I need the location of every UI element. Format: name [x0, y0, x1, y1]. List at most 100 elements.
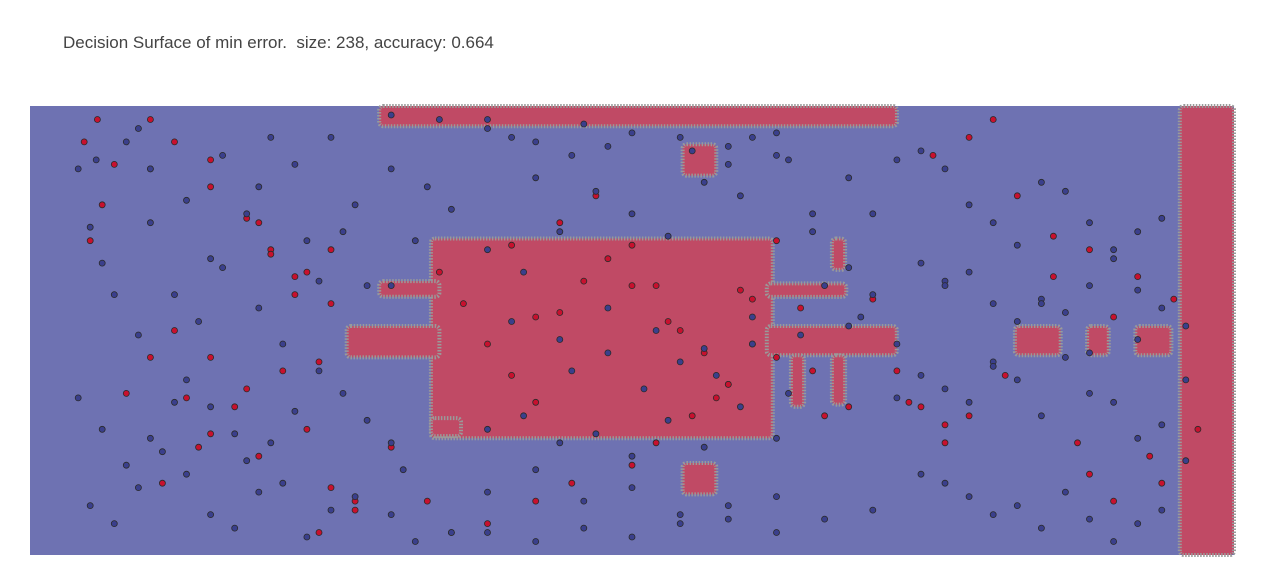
- point-blue: [580, 497, 588, 505]
- point-red: [773, 353, 780, 361]
- point-red: [712, 394, 720, 402]
- point-blue: [568, 367, 576, 375]
- point-blue: [1038, 524, 1045, 532]
- point-blue: [1182, 457, 1190, 465]
- point-red: [171, 138, 178, 146]
- point-blue: [207, 255, 215, 263]
- region-right-strip: [1177, 104, 1237, 557]
- point-blue: [857, 313, 865, 321]
- point-blue: [171, 398, 178, 406]
- point-blue: [1182, 376, 1190, 384]
- point-blue: [387, 165, 395, 173]
- point-red: [231, 403, 239, 411]
- point-blue: [387, 511, 395, 518]
- region-far-right-box-2: [1085, 324, 1111, 358]
- point-red: [1050, 232, 1057, 240]
- point-blue: [592, 430, 600, 438]
- region-right-vertical-1: [788, 353, 807, 409]
- point-blue: [484, 125, 491, 132]
- point-blue: [809, 228, 816, 236]
- point-blue: [965, 201, 973, 209]
- point-red: [195, 443, 203, 451]
- point-blue: [1134, 336, 1142, 343]
- point-blue: [580, 120, 588, 128]
- point-red: [941, 439, 949, 447]
- point-blue: [712, 371, 720, 379]
- point-red: [327, 246, 335, 254]
- point-blue: [917, 470, 925, 478]
- point-red: [556, 219, 564, 227]
- point-red: [965, 133, 973, 141]
- point-blue: [1134, 520, 1142, 527]
- point-red: [1110, 497, 1117, 505]
- point-blue: [267, 133, 275, 141]
- point-blue: [508, 318, 516, 325]
- point-blue: [267, 439, 275, 447]
- point-blue: [146, 434, 154, 442]
- point-blue: [86, 502, 94, 510]
- point-blue: [749, 133, 756, 141]
- point-blue: [592, 187, 600, 195]
- point-blue: [1038, 412, 1045, 420]
- point-blue: [158, 448, 166, 456]
- region-left-small-arm: [377, 279, 442, 299]
- point-red: [628, 241, 636, 249]
- point-blue: [628, 484, 636, 492]
- point-blue: [652, 327, 660, 334]
- chart-title: Decision Surface of min error. size: 238…: [63, 33, 494, 52]
- point-blue: [773, 529, 780, 536]
- point-blue: [74, 165, 82, 173]
- point-blue: [146, 219, 154, 227]
- point-red: [435, 268, 443, 276]
- point-red: [327, 484, 335, 492]
- region-far-right-box-1: [1012, 324, 1063, 358]
- point-red: [484, 520, 491, 527]
- point-red: [207, 183, 215, 191]
- point-red: [267, 250, 275, 258]
- point-red: [905, 398, 913, 406]
- point-red: [315, 529, 323, 536]
- point-red: [929, 151, 937, 159]
- point-blue: [532, 538, 540, 545]
- point-blue: [1062, 488, 1069, 496]
- point-blue: [303, 237, 311, 245]
- point-blue: [1158, 304, 1166, 312]
- point-blue: [327, 506, 335, 514]
- point-blue: [279, 479, 287, 487]
- point-blue: [387, 439, 395, 447]
- point-blue: [98, 259, 106, 267]
- point-blue: [1110, 538, 1117, 545]
- point-blue: [1158, 506, 1166, 514]
- point-blue: [484, 246, 491, 254]
- point-blue: [92, 156, 100, 164]
- point-red: [86, 237, 94, 245]
- point-blue: [737, 403, 744, 411]
- point-blue: [207, 511, 215, 518]
- point-blue: [207, 403, 215, 411]
- point-blue: [580, 524, 588, 532]
- point-blue: [219, 151, 227, 159]
- point-blue: [146, 165, 154, 173]
- point-red: [845, 403, 853, 411]
- point-red: [255, 219, 263, 227]
- point-red: [279, 367, 287, 375]
- point-red: [989, 116, 997, 123]
- point-blue: [965, 493, 973, 501]
- point-red: [1170, 295, 1178, 303]
- point-blue: [255, 304, 263, 312]
- region-left-arm: [344, 324, 442, 360]
- point-blue: [363, 416, 371, 424]
- point-blue: [1134, 434, 1142, 442]
- point-blue: [821, 282, 828, 290]
- point-red: [532, 497, 540, 505]
- point-blue: [1013, 318, 1021, 325]
- point-blue: [845, 322, 853, 330]
- point-red: [809, 367, 816, 375]
- point-blue: [869, 210, 877, 218]
- point-blue: [989, 219, 997, 227]
- point-red: [652, 439, 660, 447]
- point-blue: [255, 488, 263, 496]
- point-red: [255, 452, 263, 460]
- point-blue: [1182, 322, 1190, 330]
- point-blue: [74, 394, 82, 402]
